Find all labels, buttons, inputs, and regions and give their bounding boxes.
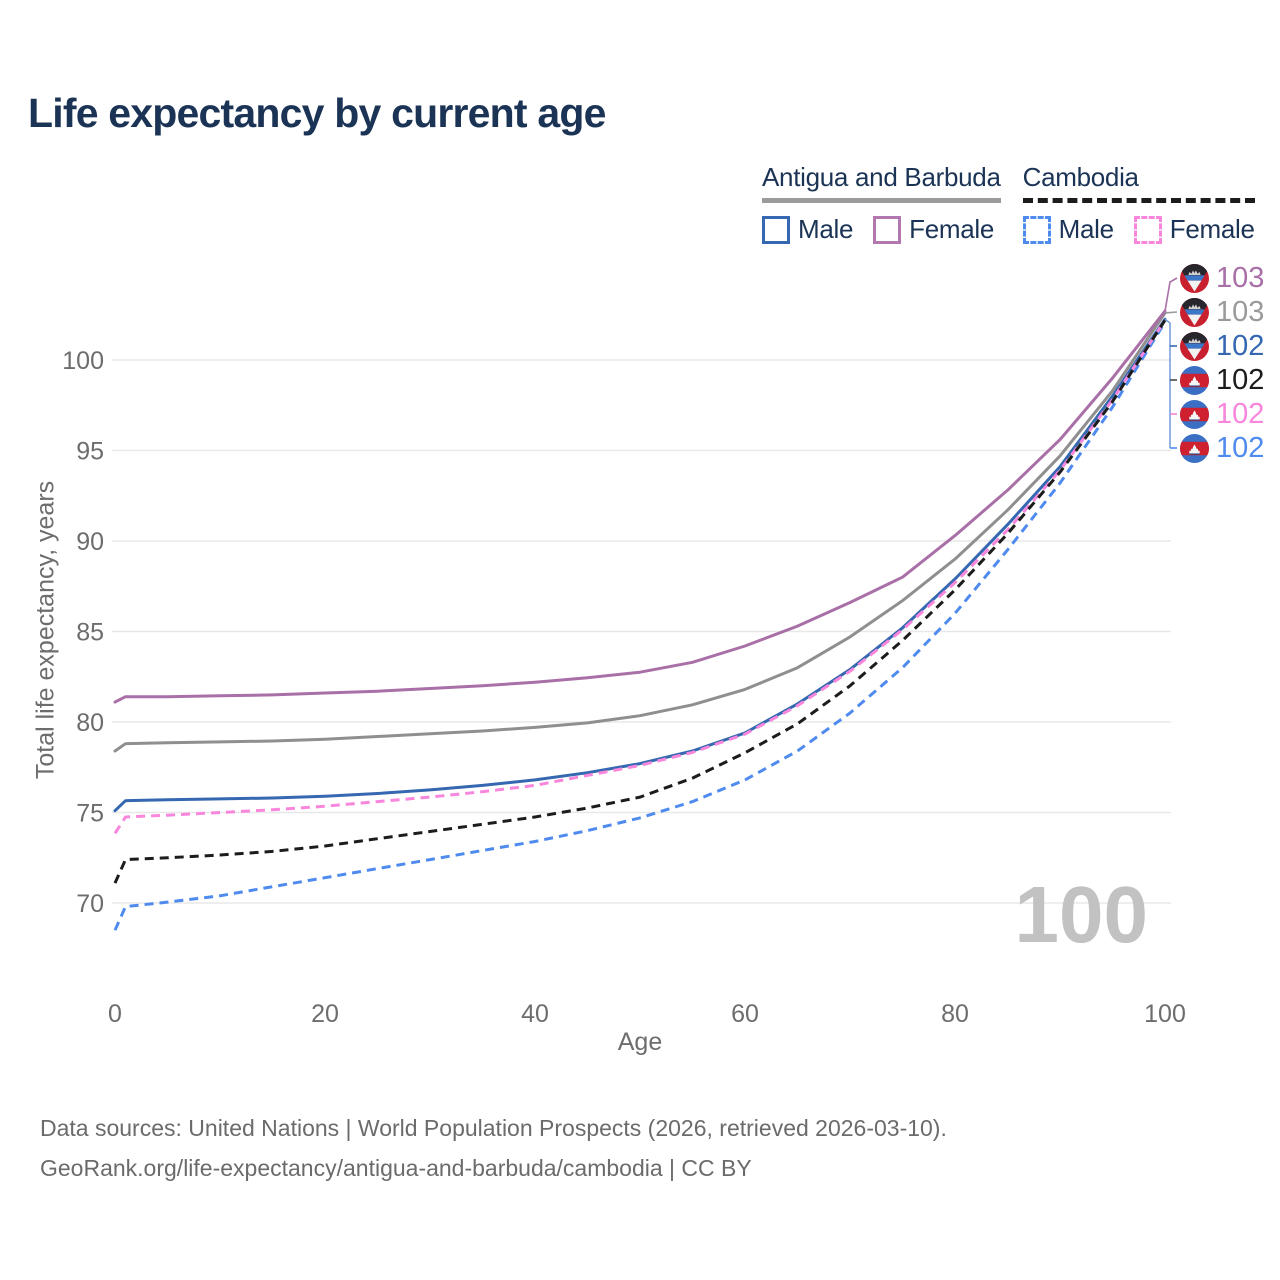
series-line-antigua-and-barbuda-male[interactable] xyxy=(113,317,1167,813)
legend-country-cambodia: Cambodia xyxy=(1022,162,1139,192)
footer: Data sources: United Nations | World Pop… xyxy=(40,1108,947,1188)
end-label-row: 102 xyxy=(1180,365,1264,395)
series-line-antigua-and-barbuda-total[interactable] xyxy=(113,311,1167,753)
end-label-value: 103 xyxy=(1216,296,1265,328)
y-tick-label: 90 xyxy=(76,528,104,556)
label-connector xyxy=(1164,318,1171,448)
end-label-row: 103 xyxy=(1180,263,1264,293)
antigua-male-swatch xyxy=(762,215,790,244)
series-line-antigua-and-barbuda-female[interactable] xyxy=(113,309,1167,704)
end-label-value: 102 xyxy=(1216,432,1265,464)
y-tick-label: 95 xyxy=(76,438,104,466)
antigua-and-barbuda-flag-icon xyxy=(1180,264,1209,293)
x-tick-label: 0 xyxy=(108,1000,122,1028)
x-tick-label: 100 xyxy=(1144,1000,1186,1028)
watermark-age: 100 xyxy=(1015,870,1148,959)
end-label-value: 102 xyxy=(1216,364,1265,396)
end-label-row: 102 xyxy=(1180,331,1264,361)
y-tick-label: 85 xyxy=(76,619,104,647)
x-tick-label: 20 xyxy=(311,1000,339,1028)
legend-item-label: Male xyxy=(1058,214,1114,244)
legend-group-antigua: Antigua and Barbuda Male Female xyxy=(762,162,1001,245)
legend-item-antigua-male[interactable]: Male xyxy=(762,214,853,245)
legend-item-label: Female xyxy=(1169,214,1255,244)
y-tick-label: 100 xyxy=(62,347,104,375)
antigua-and-barbuda-flag-icon xyxy=(1180,332,1209,361)
legend-item-label: Female xyxy=(909,214,995,244)
cambodia-flag-icon xyxy=(1180,434,1209,463)
legend-country-antigua: Antigua and Barbuda xyxy=(762,162,1001,192)
y-tick-label: 80 xyxy=(76,709,104,737)
y-axis-title: Total life expectancy, years xyxy=(31,480,60,780)
y-tick-label: 75 xyxy=(76,800,104,828)
legend-linestyle-antigua xyxy=(762,198,1001,203)
series-line-cambodia-male[interactable] xyxy=(113,321,1167,931)
antigua-and-barbuda-flag-icon xyxy=(1180,298,1209,327)
legend-item-antigua-female[interactable]: Female xyxy=(873,214,994,245)
legend-item-label: Male xyxy=(798,214,854,244)
end-label-value: 102 xyxy=(1216,398,1265,430)
x-tick-label: 80 xyxy=(941,1000,969,1028)
end-label-row: 102 xyxy=(1180,433,1264,463)
y-tick-label: 70 xyxy=(76,890,104,918)
end-label-row: 103 xyxy=(1180,297,1264,327)
label-connector xyxy=(1164,277,1178,312)
footer-data-sources: Data sources: United Nations | World Pop… xyxy=(40,1115,947,1141)
legend-group-cambodia: Cambodia Male Female xyxy=(1022,162,1255,245)
cambodia-female-swatch xyxy=(1133,215,1162,244)
legend-item-cambodia-female[interactable]: Female xyxy=(1133,214,1255,245)
x-tick-label: 60 xyxy=(731,1000,759,1028)
end-label-value: 102 xyxy=(1216,330,1265,362)
series-line-cambodia-total[interactable] xyxy=(113,319,1167,884)
end-label-row: 102 xyxy=(1180,399,1264,429)
x-tick-label: 40 xyxy=(521,1000,549,1028)
footer-attribution: GeoRank.org/life-expectancy/antigua-and-… xyxy=(40,1155,752,1181)
cambodia-male-swatch xyxy=(1022,215,1051,244)
series-line-cambodia-female[interactable] xyxy=(113,319,1167,835)
legend-item-cambodia-male[interactable]: Male xyxy=(1022,214,1114,245)
page-title: Life expectancy by current age xyxy=(28,90,606,136)
cambodia-flag-icon xyxy=(1180,400,1209,429)
legend-linestyle-cambodia xyxy=(1022,198,1255,203)
end-label-value: 103 xyxy=(1216,262,1265,294)
chart-legend: Antigua and Barbuda Male Female Cambodia xyxy=(762,162,1255,245)
x-axis-title: Age xyxy=(617,1028,663,1056)
antigua-female-swatch xyxy=(873,215,902,244)
label-connector xyxy=(1164,311,1178,314)
cambodia-flag-icon xyxy=(1180,366,1209,395)
